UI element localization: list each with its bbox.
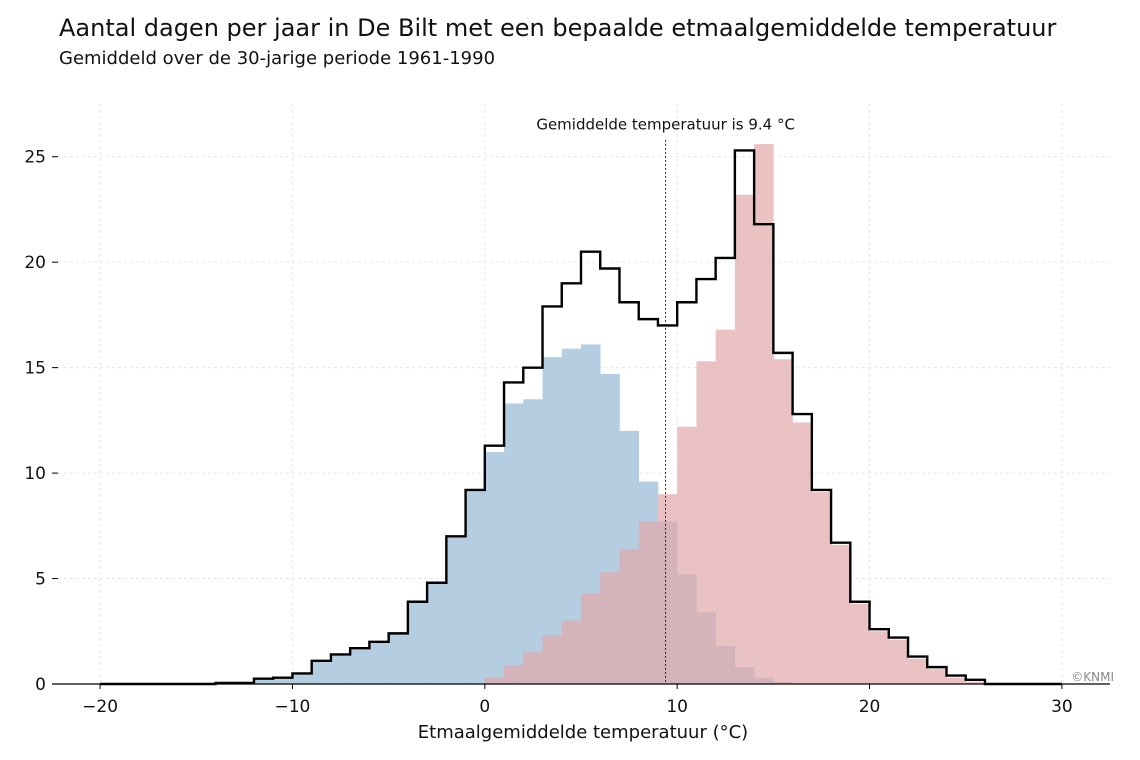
bar-zomerhalfjaar xyxy=(888,639,909,684)
x-tick-label: −20 xyxy=(82,697,118,717)
bar-winterhalfjaar xyxy=(292,673,312,684)
y-tick-label: 15 xyxy=(24,359,46,379)
bar-winterhalfjaar xyxy=(311,660,332,684)
bar-zomerhalfjaar xyxy=(754,144,774,684)
tick-labels: −20 −10 0 10 20 30 0 5 10 15 20 25 xyxy=(24,148,1072,717)
zomerhalfjaar-series xyxy=(484,144,986,684)
bar-winterhalfjaar xyxy=(504,403,524,684)
bar-winterhalfjaar xyxy=(427,582,447,684)
bar-zomerhalfjaar xyxy=(696,361,716,684)
y-tick-label: 0 xyxy=(35,675,46,695)
bar-zomerhalfjaar xyxy=(600,572,620,684)
bars xyxy=(215,144,986,684)
bar-zomerhalfjaar xyxy=(715,329,736,684)
mean-label: Gemiddelde temperatuur is 9.4 °C xyxy=(536,115,795,133)
chart-subtitle: Gemiddeld over de 30-jarige periode 1961… xyxy=(59,48,496,69)
bar-winterhalfjaar xyxy=(369,641,389,684)
bar-zomerhalfjaar xyxy=(965,681,986,684)
bar-zomerhalfjaar xyxy=(504,665,524,684)
x-tick-label: −10 xyxy=(275,697,311,717)
x-axis-label: Etmaalgemiddelde temperatuur (°C) xyxy=(418,722,748,743)
bar-winterhalfjaar xyxy=(253,678,274,684)
bar-winterhalfjaar xyxy=(273,677,293,684)
x-tick-label: 10 xyxy=(666,697,688,717)
bar-zomerhalfjaar xyxy=(581,593,601,684)
x-tick-label: 30 xyxy=(1051,697,1073,717)
bar-zomerhalfjaar xyxy=(561,620,582,684)
bar-zomerhalfjaar xyxy=(638,521,659,684)
bar-winterhalfjaar xyxy=(465,489,486,684)
chart-title: Aantal dagen per jaar in De Bilt met een… xyxy=(59,14,1057,42)
total-step-line xyxy=(100,149,1062,686)
bar-zomerhalfjaar xyxy=(619,549,640,684)
bar-winterhalfjaar xyxy=(330,654,351,684)
bar-zomerhalfjaar xyxy=(484,677,505,684)
bar-winterhalfjaar xyxy=(350,648,370,684)
bar-zomerhalfjaar xyxy=(927,669,947,684)
y-tick-label: 25 xyxy=(24,148,46,168)
bar-zomerhalfjaar xyxy=(908,658,928,684)
bar-zomerhalfjaar xyxy=(542,635,563,684)
knmi-credit: ©KNMI xyxy=(1071,670,1114,684)
bar-zomerhalfjaar xyxy=(869,631,890,684)
bar-zomerhalfjaar xyxy=(811,492,832,684)
bar-winterhalfjaar xyxy=(523,399,543,684)
y-tick-label: 5 xyxy=(35,570,46,590)
bar-winterhalfjaar xyxy=(542,357,563,684)
bar-winterhalfjaar xyxy=(484,452,505,684)
mean-annotation: Gemiddelde temperatuur is 9.4 °C xyxy=(536,115,795,684)
bar-winterhalfjaar xyxy=(446,536,466,684)
bar-zomerhalfjaar xyxy=(523,652,543,684)
bar-zomerhalfjaar xyxy=(677,426,697,684)
bar-zomerhalfjaar xyxy=(734,194,755,684)
bar-zomerhalfjaar xyxy=(792,422,813,684)
bar-zomerhalfjaar xyxy=(850,603,870,684)
x-tick-label: 20 xyxy=(859,697,881,717)
bar-winterhalfjaar xyxy=(407,601,428,684)
bar-zomerhalfjaar xyxy=(657,494,678,684)
x-tick-label: 0 xyxy=(479,697,490,717)
bar-zomerhalfjaar xyxy=(946,677,967,684)
bar-winterhalfjaar xyxy=(388,633,409,684)
total-step-path xyxy=(100,149,1062,686)
y-tick-label: 20 xyxy=(24,253,46,273)
bar-zomerhalfjaar xyxy=(773,359,793,684)
y-tick-label: 10 xyxy=(24,464,46,484)
bar-winterhalfjaar xyxy=(561,348,582,684)
bar-zomerhalfjaar xyxy=(831,544,851,684)
